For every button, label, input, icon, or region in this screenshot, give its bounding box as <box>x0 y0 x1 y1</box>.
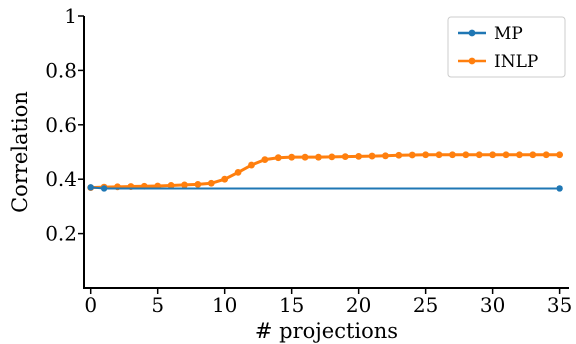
data-point-inlp <box>475 151 483 159</box>
data-point-inlp <box>355 152 363 160</box>
data-point-mp <box>100 185 108 192</box>
y-tick-label: 0.8 <box>45 58 77 82</box>
data-point-inlp <box>435 151 443 159</box>
series-mp <box>87 184 563 192</box>
y-tick-label: 0.4 <box>45 167 77 191</box>
x-tick-label: 25 <box>413 293 438 317</box>
x-tick-label: 0 <box>84 293 97 317</box>
data-point-inlp <box>261 156 269 164</box>
x-tick-label: 5 <box>151 293 164 317</box>
legend-marker-inlp <box>468 57 476 65</box>
series-inlp <box>87 151 564 192</box>
data-point-inlp <box>449 151 456 159</box>
data-point-inlp <box>489 151 497 159</box>
data-point-mp <box>556 185 563 192</box>
data-point-inlp <box>274 154 282 162</box>
data-point-inlp <box>395 151 403 159</box>
x-tick-label: 10 <box>212 293 237 317</box>
data-point-inlp <box>408 151 416 159</box>
data-point-inlp <box>422 151 430 159</box>
data-point-inlp <box>194 180 202 188</box>
x-axis-ticks: 0 5 10 15 20 25 30 35 <box>84 288 572 317</box>
data-point-inlp <box>516 151 523 159</box>
data-point-inlp <box>382 152 389 160</box>
data-point-inlp <box>542 151 550 159</box>
data-point-inlp <box>315 153 322 161</box>
data-point-inlp <box>529 151 537 159</box>
data-point-inlp <box>288 153 296 161</box>
data-point-inlp <box>181 181 188 189</box>
data-point-inlp <box>221 175 229 183</box>
data-point-inlp <box>207 179 215 187</box>
data-point-inlp <box>462 151 470 159</box>
legend-label-mp: MP <box>494 24 523 44</box>
data-point-inlp <box>328 153 336 161</box>
x-axis-title: # projections <box>255 319 398 343</box>
y-tick-label: 0.2 <box>45 222 77 246</box>
x-tick-label: 15 <box>279 293 304 317</box>
data-point-inlp <box>556 151 564 159</box>
series-line-inlp <box>90 153 560 190</box>
data-point-inlp <box>368 152 376 160</box>
y-tick-label: 0.6 <box>45 113 77 137</box>
legend-marker-mp <box>468 29 476 37</box>
plot-series <box>87 151 564 192</box>
data-point-inlp <box>248 161 255 169</box>
legend: MP INLP <box>447 16 566 78</box>
legend-label-inlp: INLP <box>494 52 538 72</box>
data-point-inlp <box>234 169 242 176</box>
y-axis-ticks: 0.2 0.4 0.6 0.8 1 <box>45 4 84 246</box>
x-tick-label: 20 <box>346 293 371 317</box>
data-point-mp <box>87 184 94 191</box>
data-point-inlp <box>167 182 175 189</box>
x-tick-label: 35 <box>547 293 572 317</box>
data-point-inlp <box>341 153 349 161</box>
x-tick-label: 30 <box>480 293 505 317</box>
data-point-inlp <box>502 151 510 159</box>
y-tick-label: 1 <box>64 4 77 28</box>
series-line-mp <box>90 186 560 190</box>
data-point-inlp <box>301 153 309 161</box>
y-axis-title: Correlation <box>8 91 32 213</box>
